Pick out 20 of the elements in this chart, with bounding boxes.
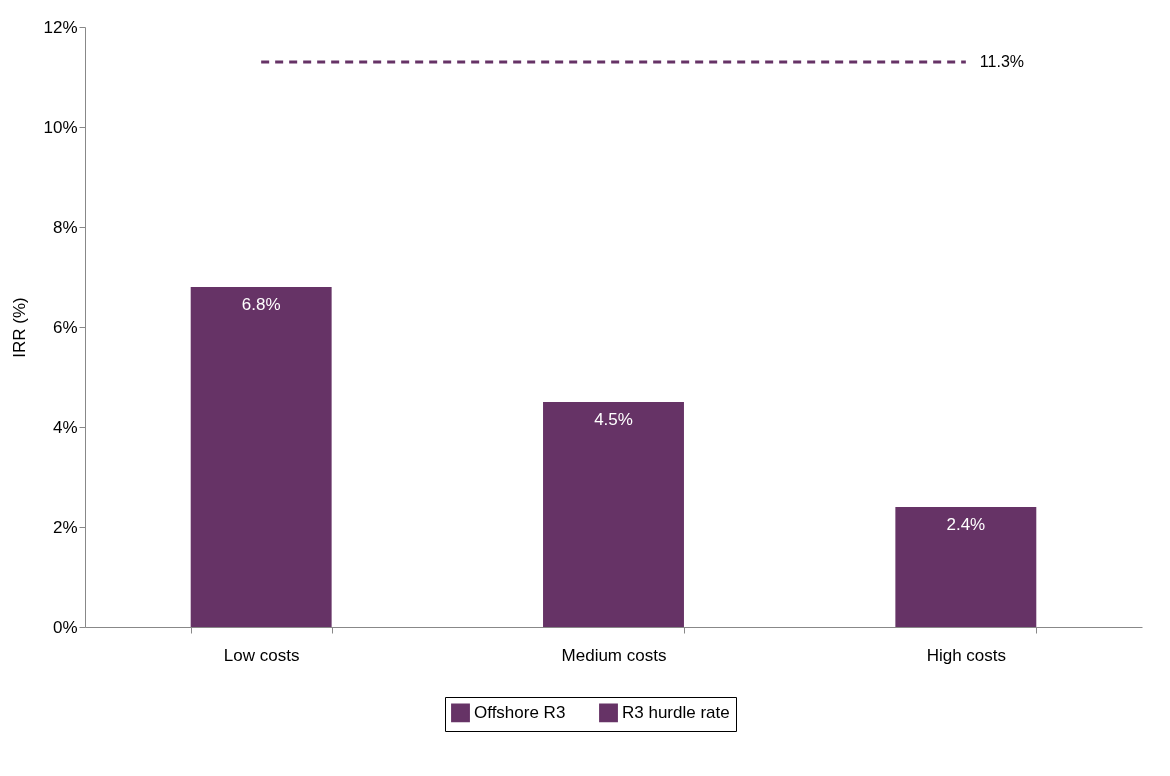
y-tick-label: 0% — [52, 617, 78, 637]
data-label: 6.8% — [241, 295, 281, 314]
bar — [895, 507, 1037, 627]
legend-label: Offshore R3 — [474, 702, 566, 722]
bar — [190, 287, 332, 627]
legend-label: R3 hurdle rate — [622, 702, 730, 722]
bar — [543, 402, 684, 627]
y-tick-label: 6% — [52, 317, 78, 337]
y-tick-label: 10% — [43, 117, 78, 137]
y-tick-label: 8% — [52, 217, 78, 237]
x-tick-label: Medium costs — [561, 645, 667, 665]
data-label: 2.4% — [946, 515, 986, 534]
y-tick-label: 12% — [43, 17, 78, 37]
y-axis-title: IRR (%) — [10, 297, 30, 358]
y-tick-label: 2% — [52, 517, 78, 537]
data-label: 11.3% — [979, 53, 1025, 70]
x-tick-label: High costs — [926, 645, 1007, 665]
data-label: 4.5% — [594, 410, 633, 429]
x-tick-label: Low costs — [223, 645, 300, 665]
y-tick-label: 4% — [52, 417, 78, 437]
